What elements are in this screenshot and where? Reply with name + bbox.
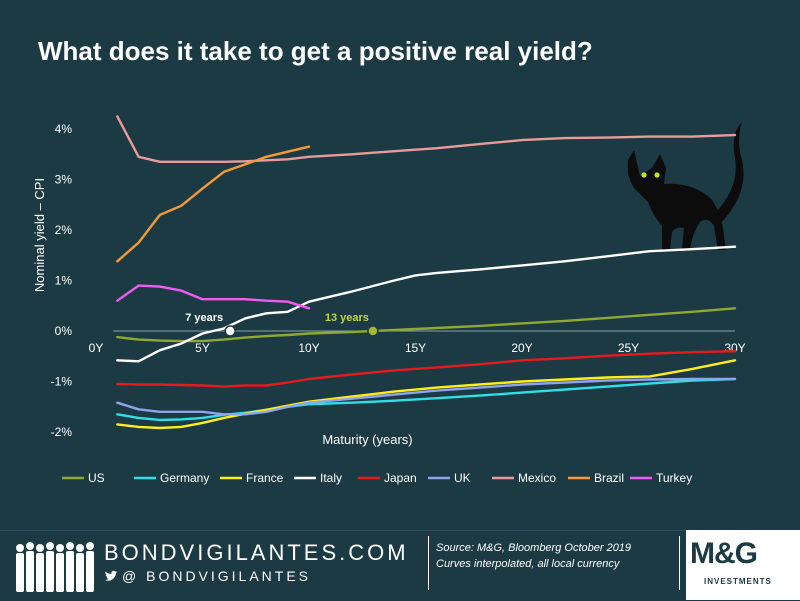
- series-line-france: [116, 359, 737, 430]
- legend-label: France: [246, 471, 284, 485]
- x-tick-label: 20Y: [511, 341, 532, 355]
- x-tick-label: 15Y: [405, 341, 426, 355]
- annotation-marker: [367, 325, 379, 337]
- legend-label: UK: [454, 471, 471, 485]
- twitter-bird-icon[interactable]: [104, 570, 118, 584]
- legend-label: US: [88, 471, 105, 485]
- series-line-turkey: [116, 284, 311, 310]
- footer-bar: [0, 530, 800, 601]
- series-line-brazil: [116, 145, 311, 263]
- mg-logo: [686, 530, 800, 600]
- mg-logo-subtext: INVESTMENTS: [704, 577, 772, 586]
- source-box: [428, 536, 680, 590]
- series-line-uk: [116, 377, 737, 416]
- y-axis-title: Nominal yield – CPI: [32, 178, 47, 292]
- legend-label: Germany: [160, 471, 209, 485]
- y-tick-label: 0%: [55, 324, 73, 338]
- series-line-italy: [116, 245, 737, 363]
- series-line-mexico: [116, 115, 737, 164]
- x-tick-label: 5Y: [195, 341, 210, 355]
- legend-label: Italy: [320, 471, 342, 485]
- black-cat-illustration: [627, 122, 744, 250]
- brand-name: BONDVIGILANTES.COM: [104, 540, 409, 565]
- annotation-marker: [224, 325, 236, 337]
- y-tick-label: 1%: [55, 274, 73, 288]
- y-tick-label: 3%: [55, 173, 73, 187]
- source-note: Source: M&G, Bloomberg October 2019: [436, 542, 632, 554]
- y-tick-label: 2%: [55, 223, 73, 237]
- legend-label: Japan: [384, 471, 417, 485]
- x-tick-label: 25Y: [618, 341, 639, 355]
- mg-logo-text: M&G: [690, 537, 758, 570]
- legend-label: Brazil: [594, 471, 624, 485]
- people-silhouettes-icon: [16, 542, 94, 592]
- y-tick-label: -2%: [51, 425, 73, 439]
- annotation-label: 13 years: [325, 312, 369, 324]
- x-tick-label: 0Y: [89, 341, 104, 355]
- x-tick-label: 30Y: [724, 341, 745, 355]
- legend-label: Turkey: [656, 471, 692, 485]
- curves-note: Curves interpolated, all local currency: [436, 558, 620, 570]
- series-line-japan: [116, 350, 737, 388]
- y-tick-label: -1%: [51, 375, 73, 389]
- annotation-label: 7 years: [185, 312, 223, 324]
- series-line-germany: [116, 377, 737, 422]
- twitter-handle[interactable]: @ BONDVIGILANTES: [122, 568, 312, 584]
- x-axis-title: Maturity (years): [322, 432, 412, 447]
- y-tick-label: 4%: [55, 122, 73, 136]
- legend-label: Mexico: [518, 471, 556, 485]
- x-tick-label: 10Y: [298, 341, 319, 355]
- page-title: What does it take to get a positive real…: [38, 36, 593, 66]
